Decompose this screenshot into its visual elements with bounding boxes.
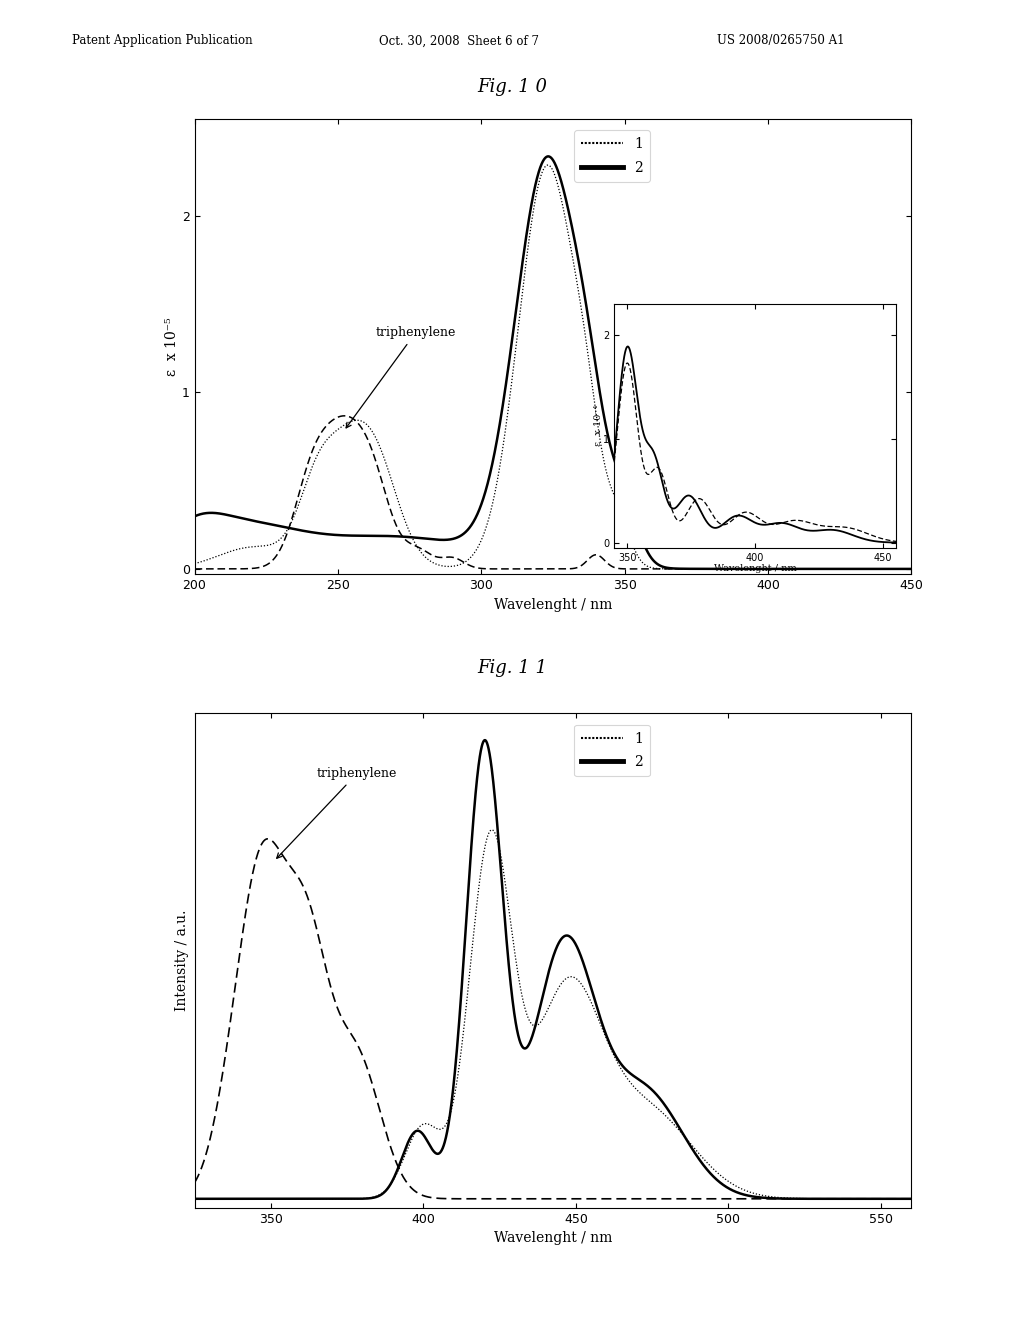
Legend: 1, 2: 1, 2 <box>574 131 650 182</box>
Y-axis label: Intensity / a.u.: Intensity / a.u. <box>175 909 189 1011</box>
Text: US 2008/0265750 A1: US 2008/0265750 A1 <box>717 34 845 48</box>
X-axis label: Wavelenght / nm: Wavelenght / nm <box>714 564 797 573</box>
Y-axis label: ε  x 10⁻⁵: ε x 10⁻⁵ <box>165 317 179 376</box>
X-axis label: Wavelenght / nm: Wavelenght / nm <box>494 1232 612 1245</box>
Legend: 1, 2: 1, 2 <box>574 725 650 776</box>
Text: Patent Application Publication: Patent Application Publication <box>72 34 252 48</box>
Text: triphenylene: triphenylene <box>276 767 397 858</box>
Text: Fig. 1 0: Fig. 1 0 <box>477 78 547 96</box>
Text: Fig. 1 1: Fig. 1 1 <box>477 659 547 677</box>
Text: triphenylene: triphenylene <box>346 326 456 428</box>
Text: Oct. 30, 2008  Sheet 6 of 7: Oct. 30, 2008 Sheet 6 of 7 <box>379 34 539 48</box>
X-axis label: Wavelenght / nm: Wavelenght / nm <box>494 598 612 611</box>
Y-axis label: ε  x 10⁻⁴: ε x 10⁻⁴ <box>594 405 603 446</box>
